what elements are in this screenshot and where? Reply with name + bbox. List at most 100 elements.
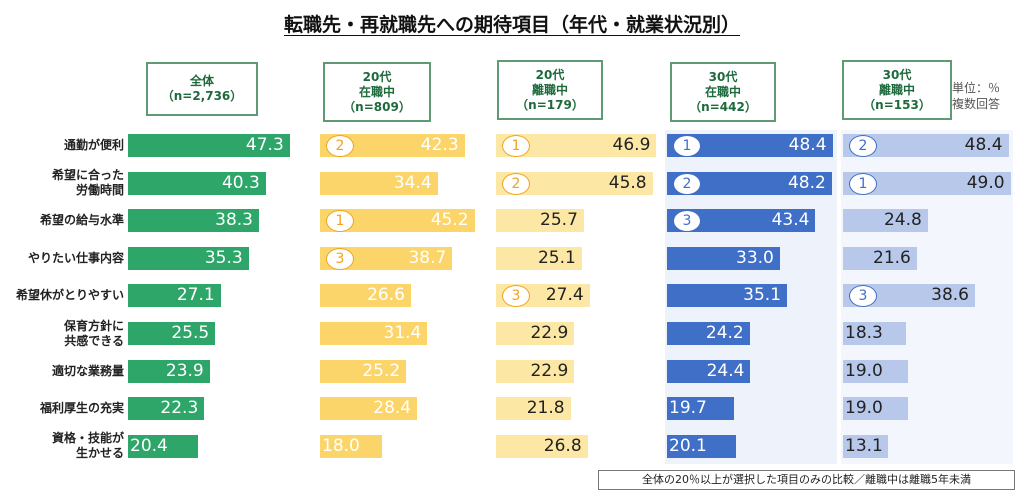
value-label: 43.4 [771, 210, 810, 231]
bar [320, 397, 418, 421]
category-label-line: 生かせる [75, 446, 124, 461]
category-label: 福利厚生の充実 [0, 391, 124, 427]
bar [320, 434, 382, 458]
value-label: 38.6 [931, 285, 969, 306]
panel-header-line: （n=2,736） [161, 89, 243, 103]
bar [843, 171, 1011, 195]
bar [320, 134, 465, 157]
panel-header-line: 在職中 [704, 84, 741, 99]
category-label: 保育方針に 共感できる [0, 316, 124, 352]
value-label: 38.3 [215, 210, 253, 231]
category-label-line: 福利厚生の充実 [39, 401, 124, 416]
value-label: 20.4 [130, 435, 168, 456]
bar [496, 246, 582, 270]
bar [128, 322, 216, 345]
value-label: 45.8 [608, 172, 647, 193]
category-label-line: 希望に合った [51, 168, 124, 183]
value-label: 31.4 [383, 323, 422, 343]
value-label: 48.4 [788, 135, 827, 155]
panel-header-line: （n=809） [343, 99, 411, 114]
category-label-line: 希望休がとりやすい [15, 288, 124, 303]
bar [843, 134, 1009, 157]
rank-badge: 2 [673, 172, 701, 195]
bar [128, 246, 249, 270]
value-label: 27.4 [545, 285, 584, 306]
value-label: 45.2 [430, 210, 469, 231]
category-label-line: やりたい仕事内容 [27, 250, 124, 265]
category-label: 適切な業務量 [0, 353, 124, 389]
value-label: 49.0 [966, 172, 1005, 193]
value-label: 42.3 [420, 135, 459, 155]
value-label: 18.3 [845, 323, 883, 343]
rank-badge: 2 [849, 135, 877, 157]
bar [667, 434, 736, 458]
rank-badge: 1 [502, 135, 530, 157]
bar [667, 134, 833, 157]
bar [320, 322, 428, 345]
bar [128, 209, 259, 233]
category-label-line: 資格・技能が [51, 431, 124, 446]
value-label: 25.7 [540, 210, 578, 231]
multiple-answer-label: 複数回答 [952, 97, 1001, 111]
bar [320, 246, 453, 270]
value-label: 25.1 [537, 247, 576, 268]
value-label: 19.0 [845, 398, 883, 419]
panel-header-line: 離職中 [878, 82, 915, 97]
category-label-line: 適切な業務量 [51, 363, 124, 378]
value-label: 19.7 [669, 398, 707, 419]
footnote: 全体の20％以上が選択した項目のみの比較／離職中は離職5年未満 [598, 470, 1015, 490]
value-label: 26.6 [367, 285, 405, 306]
bar [496, 209, 584, 233]
bar [496, 359, 575, 383]
category-label: 資格・技能が 生かせる [0, 428, 124, 464]
value-label: 23.9 [165, 360, 204, 381]
category-label: 希望休がとりやすい [0, 278, 124, 314]
unit-label: 単位：％ [952, 81, 1001, 95]
value-label: 13.1 [845, 435, 883, 456]
bar [667, 246, 780, 270]
value-label: 25.5 [171, 323, 210, 343]
bar [667, 284, 788, 308]
panel-header-5: 30代 離職中 （n=153） [842, 60, 952, 120]
category-label-line: 共感できる [64, 333, 124, 348]
bar [667, 397, 735, 421]
category-label: やりたい仕事内容 [0, 240, 124, 276]
rank-badge: 2 [326, 135, 354, 157]
value-label: 40.3 [221, 172, 260, 193]
bar [320, 171, 438, 195]
value-label: 28.4 [373, 398, 412, 419]
rank-badge: 3 [502, 285, 530, 308]
chart-title: 転職先・再就職先への期待項目（年代・就業状況別） [0, 10, 1024, 37]
bar [843, 359, 908, 383]
panel-header-line: 20代 [535, 67, 565, 82]
value-label: 22.3 [160, 398, 199, 419]
rank-badge: 1 [326, 210, 354, 233]
bar [128, 397, 205, 421]
bar [496, 322, 575, 345]
panel-header-1: 全体 （n=2,736） [146, 62, 258, 116]
bar [843, 209, 928, 233]
panel-header-line: 20代 [362, 69, 392, 84]
category-label-line: 希望の給与水準 [39, 213, 124, 228]
value-label: 47.3 [245, 135, 284, 155]
category-label-line: 保育方針に [63, 318, 124, 333]
bar [843, 397, 908, 421]
panel-header-3: 20代 離職中 （n=179） [497, 60, 603, 120]
panel-header-4: 30代 在職中 （n=442） [670, 62, 776, 122]
category-label-line: 通勤が便利 [63, 138, 124, 152]
bar [843, 284, 975, 308]
value-label: 18.0 [322, 435, 360, 456]
value-label: 34.4 [393, 172, 432, 193]
value-label: 35.3 [204, 247, 243, 268]
category-label-line: 労働時間 [75, 183, 124, 198]
value-label: 46.9 [612, 135, 651, 155]
bar [128, 134, 290, 157]
bar [667, 322, 750, 345]
value-label: 26.8 [543, 435, 582, 456]
value-label: 20.1 [669, 435, 707, 456]
value-label: 27.1 [176, 285, 215, 306]
bar [128, 434, 198, 458]
panel-header-line: 全体 [189, 74, 214, 88]
rank-badge: 3 [849, 285, 877, 308]
value-label: 48.2 [787, 172, 826, 193]
